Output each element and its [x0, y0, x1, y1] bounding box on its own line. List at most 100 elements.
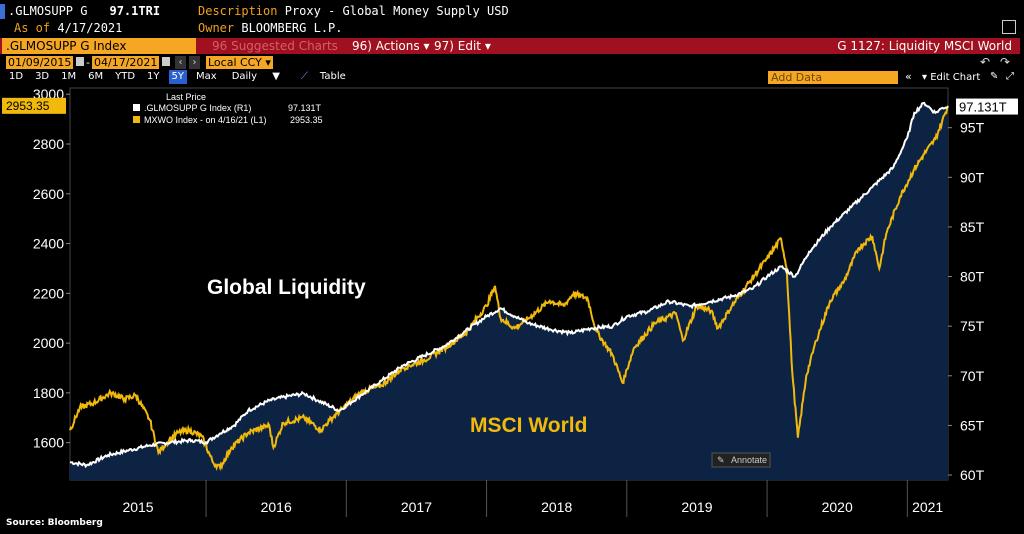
currency-value: Local CCY: [208, 56, 262, 69]
last-price-tag-right: 97.131T: [956, 98, 1018, 115]
header-ticker: .GLMOSUPP G 97.1TRI: [0, 3, 160, 19]
external-link-icon[interactable]: [1002, 20, 1016, 34]
period-1d[interactable]: 1D: [9, 71, 24, 82]
msci-world-line: [69, 105, 949, 472]
ticker-last-value: 97.1TRI: [109, 4, 161, 18]
as-of-date: 4/17/2021: [57, 21, 123, 35]
actions-menu[interactable]: 96) Actions ▾: [352, 38, 429, 54]
chevron-down-icon: ▾: [484, 39, 491, 53]
period-1m[interactable]: 1M: [61, 71, 77, 82]
frequency-select[interactable]: Daily ▼: [226, 70, 292, 84]
y-axis-right: 60T 65T 70T 75T 80T 85T 90T 95T: [948, 120, 985, 483]
as-of: As of 4/17/2021: [14, 21, 122, 35]
chevron-down-icon: ▾: [265, 56, 271, 69]
x-tick-label: 2019: [681, 499, 712, 515]
y-left-tick-label: 1800: [33, 385, 64, 401]
end-date-input[interactable]: 04/17/2021: [92, 56, 160, 69]
x-tick-label: 2021: [912, 499, 943, 515]
legend-swatch-msci: [133, 116, 140, 123]
legend-swatch-liquidity: [133, 104, 140, 111]
y-right-tick-label: 80T: [960, 269, 985, 285]
y-left-tick-label: 2000: [33, 335, 64, 351]
y-left-tick-label: 2800: [33, 136, 64, 152]
period-max[interactable]: Max: [196, 71, 217, 82]
edit-label: 97) Edit: [434, 39, 482, 53]
x-tick-label: 2018: [541, 499, 572, 515]
description: Description Proxy - Global Money Supply …: [198, 4, 509, 18]
line-chart-icon[interactable]: ⟋: [300, 71, 308, 82]
as-of-label: As of: [14, 21, 51, 35]
calendar-icon[interactable]: [76, 57, 84, 66]
edit-chart-button[interactable]: ▾ Edit Chart: [922, 71, 980, 84]
annotation-msci-world: MSCI World: [470, 414, 587, 437]
date-separator: -: [86, 56, 90, 69]
pencil-icon: ✎: [717, 455, 725, 465]
liquidity-area-fill: [70, 102, 948, 481]
description-label: Description: [198, 4, 278, 18]
legend-label-msci: MXWO Index - on 4/16/21 (L1): [144, 115, 267, 125]
owner-label: Owner: [198, 21, 235, 35]
redo-icon[interactable]: ↷: [1000, 55, 1011, 69]
annotate-button[interactable]: ✎ Annotate: [711, 452, 771, 468]
toolbar: [0, 38, 1020, 54]
global-liquidity-line: [69, 101, 949, 469]
y-right-tick-label: 65T: [960, 417, 985, 433]
chevron-down-icon: ▾: [423, 39, 430, 53]
calendar-icon[interactable]: [162, 57, 170, 66]
last-price-left-label: 2953.35: [6, 99, 50, 113]
annotate-label: Annotate: [731, 455, 767, 465]
legend-label-liquidity: .GLMOSUPP G Index (R1): [144, 103, 251, 113]
y-right-tick-label: 70T: [960, 368, 985, 384]
period-selector: 1D 3D 1M 6M YTD 1Y 5Y Max Daily ▼ ⟋ Tabl…: [6, 70, 355, 84]
period-ytd[interactable]: YTD: [115, 71, 136, 82]
undo-icon[interactable]: ↶: [980, 55, 991, 69]
period-1y[interactable]: 1Y: [147, 71, 160, 82]
chevron-down-icon: ▾: [922, 72, 928, 83]
y-right-tick-label: 85T: [960, 219, 985, 235]
y-left-tick-label: 2400: [33, 236, 64, 252]
x-tick-label: 2015: [122, 499, 153, 515]
annotation-global-liquidity: Global Liquidity: [207, 276, 366, 299]
period-5y[interactable]: 5Y: [168, 70, 188, 84]
owner: Owner BLOOMBERG L.P.: [198, 21, 343, 35]
fullscreen-icon[interactable]: ⤢: [1006, 71, 1014, 82]
last-price-right-label: 97.131T: [959, 100, 1007, 115]
collapse-icon[interactable]: «: [905, 70, 912, 83]
y-right-tick-label: 75T: [960, 318, 985, 334]
prev-period-button[interactable]: ‹: [175, 56, 186, 69]
y-left-tick-label: 2200: [33, 285, 64, 301]
y-left-tick-label: 1600: [33, 435, 64, 451]
legend-value-liquidity: 97.131T: [288, 103, 322, 113]
currency-select[interactable]: Local CCY ▾: [206, 56, 273, 69]
add-data-input[interactable]: Add Data: [768, 71, 898, 84]
period-3d[interactable]: 3D: [35, 71, 50, 82]
actions-label: 96) Actions: [352, 39, 420, 53]
suggested-charts-menu[interactable]: 96 Suggested Charts: [212, 39, 338, 53]
edit-menu[interactable]: 97) Edit ▾: [434, 38, 491, 54]
x-tick-label: 2020: [822, 499, 853, 515]
table-button[interactable]: Table: [319, 71, 346, 82]
next-period-button[interactable]: ›: [189, 56, 200, 69]
last-price-tag-left: 2953.35: [2, 97, 66, 114]
settings-icon[interactable]: ✎: [990, 71, 999, 82]
y-right-tick-label: 60T: [960, 467, 985, 483]
chevron-down-icon: ▼: [272, 71, 280, 82]
source-note: Source: Bloomberg: [6, 518, 103, 528]
x-axis: 2015 2016 2017 2018 2019 2020 2021: [122, 480, 943, 517]
description-value: Proxy - Global Money Supply USD: [284, 4, 509, 18]
legend-header: Last Price: [166, 92, 206, 102]
y-right-tick-label: 90T: [960, 169, 985, 185]
y-right-tick-label: 95T: [960, 120, 985, 136]
edit-chart-label: Edit Chart: [930, 72, 981, 83]
ticker-symbol[interactable]: .GLMOSUPP G: [8, 4, 88, 18]
frequency-value: Daily: [231, 71, 258, 82]
owner-value: BLOOMBERG L.P.: [241, 21, 343, 35]
period-6m[interactable]: 6M: [88, 71, 104, 82]
legend-value-msci: 2953.35: [290, 115, 323, 125]
index-name-box[interactable]: .GLMOSUPP G Index: [2, 38, 196, 54]
start-date-input[interactable]: 01/09/2015: [6, 56, 74, 69]
x-tick-label: 2017: [401, 499, 432, 515]
y-left-tick-label: 2600: [33, 186, 64, 202]
